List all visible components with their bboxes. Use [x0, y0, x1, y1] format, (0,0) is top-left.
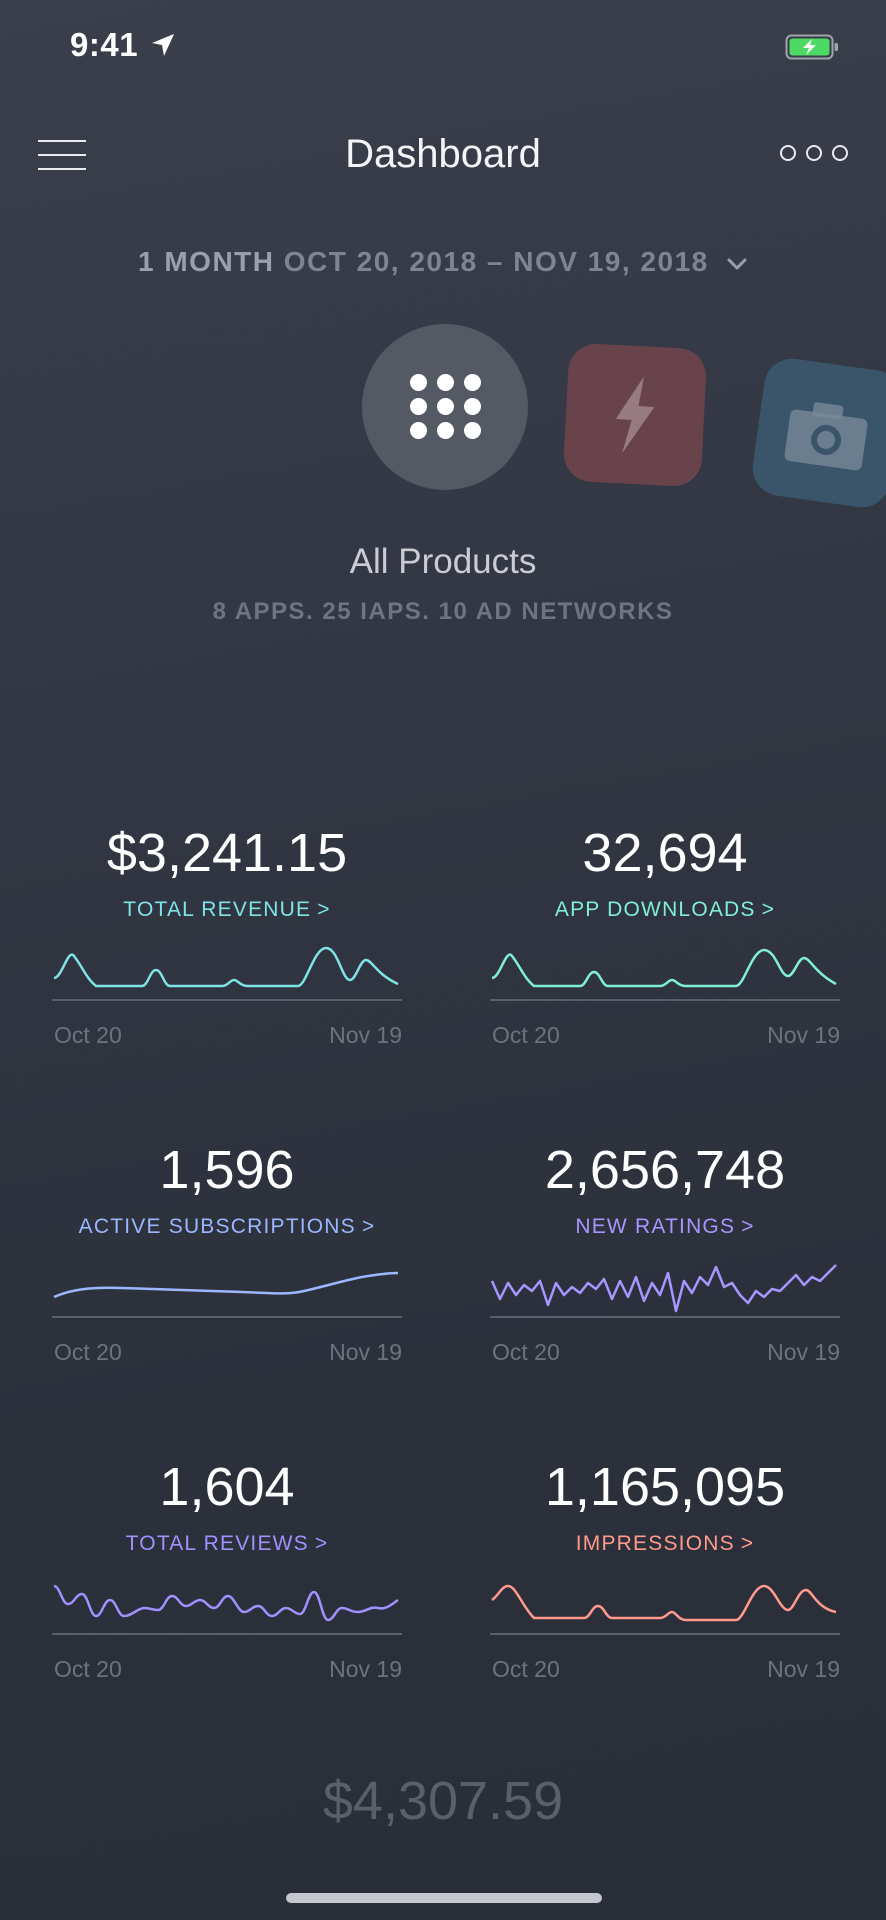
next-metric-value: $4,307.59 — [322, 1771, 564, 1831]
sparkline-chart — [490, 1584, 840, 1635]
chevron-right-icon: > — [740, 1532, 755, 1555]
axis-end-label: Nov 19 — [767, 1339, 840, 1365]
metric-label-text: IMPRESSIONS — [575, 1532, 735, 1555]
metric-label-text: ACTIVE SUBSCRIPTIONS — [78, 1215, 356, 1238]
all-products-selector[interactable] — [362, 324, 528, 490]
metric-label-text: NEW RATINGS — [575, 1215, 736, 1238]
chevron-right-icon: > — [741, 1215, 755, 1238]
sparkline-chart — [52, 1271, 402, 1318]
chevron-right-icon: > — [361, 1215, 376, 1238]
metric-label-text: TOTAL REVIEWS — [125, 1532, 309, 1555]
product-subtitle: 8 APPS. 25 IAPS. 10 AD NETWORKS — [212, 598, 674, 625]
chevron-right-icon: > — [317, 898, 331, 921]
metric-label-text: APP DOWNLOADS — [554, 898, 756, 921]
more-options-icon — [780, 145, 796, 161]
hamburger-menu-icon — [38, 140, 86, 142]
axis-end-label: Nov 19 — [767, 1022, 840, 1048]
metric-value: 1,596 — [159, 1140, 295, 1200]
hamburger-menu-line — [38, 154, 86, 156]
metric-total-reviews[interactable]: 1,604 TOTAL REVIEWS > Oct 20 Nov 19 — [52, 1454, 402, 1682]
metric-value: $3,241.15 — [106, 823, 348, 883]
metric-new-ratings[interactable]: 2,656,748 NEW RATINGS > Oct 20 Nov 19 — [490, 1137, 840, 1365]
sparkline-chart — [52, 946, 402, 1001]
metric-label[interactable]: APP DOWNLOADS > — [490, 898, 840, 922]
axis-end-label: Nov 19 — [767, 1656, 840, 1682]
metric-impressions[interactable]: 1,165,095 IMPRESSIONS > Oct 20 Nov 19 — [490, 1454, 840, 1682]
axis-end-label: Nov 19 — [329, 1022, 402, 1048]
metric-label[interactable]: IMPRESSIONS > — [490, 1532, 840, 1556]
sparkline-chart — [52, 1584, 402, 1635]
more-options-dot — [832, 145, 848, 161]
axis-start-label: Oct 20 — [492, 1339, 560, 1365]
camera-icon — [784, 402, 868, 471]
page-title: Dashboard — [345, 132, 541, 176]
menu-button[interactable] — [38, 138, 86, 172]
axis-end-label: Nov 19 — [329, 1656, 402, 1682]
axis-start-label: Oct 20 — [54, 1339, 122, 1365]
status-time: 9:41 — [70, 26, 139, 63]
home-indicator[interactable] — [286, 1893, 602, 1903]
grid-dots-icon — [410, 374, 482, 440]
date-range-period: 1 MONTH — [137, 246, 275, 277]
metric-label[interactable]: TOTAL REVENUE > — [52, 898, 402, 922]
metric-value: 32,694 — [582, 823, 748, 883]
chevron-down-icon — [727, 258, 747, 270]
axis-start-label: Oct 20 — [492, 1022, 560, 1048]
metric-label[interactable]: TOTAL REVIEWS > — [52, 1532, 402, 1556]
sparkline-chart — [490, 1264, 840, 1318]
product-title: All Products — [349, 542, 537, 581]
metric-active-subscriptions[interactable]: 1,596 ACTIVE SUBSCRIPTIONS > Oct 20 Nov 1… — [52, 1137, 402, 1365]
sparkline-chart — [490, 948, 840, 1001]
axis-start-label: Oct 20 — [54, 1656, 122, 1682]
axis-end-label: Nov 19 — [329, 1339, 402, 1365]
metric-label[interactable]: NEW RATINGS > — [490, 1215, 840, 1239]
axis-start-label: Oct 20 — [54, 1022, 122, 1048]
metric-value: 1,165,095 — [544, 1457, 786, 1517]
camera-app-icon[interactable] — [749, 355, 886, 511]
more-options-dot — [806, 145, 822, 161]
lightning-icon — [615, 376, 655, 454]
metric-label[interactable]: ACTIVE SUBSCRIPTIONS > — [52, 1215, 402, 1239]
more-options-button[interactable] — [780, 143, 850, 167]
axis-start-label: Oct 20 — [492, 1656, 560, 1682]
date-range-selector[interactable]: 1 MONTH OCT 20, 2018 – NOV 19, 2018 — [0, 246, 886, 278]
date-range-dates: OCT 20, 2018 – NOV 19, 2018 — [283, 246, 709, 277]
metric-value: 1,604 — [159, 1457, 295, 1517]
location-arrow-icon — [152, 34, 174, 56]
chevron-right-icon: > — [314, 1532, 329, 1555]
hamburger-menu-line — [38, 168, 86, 170]
battery-charging-icon — [785, 34, 838, 60]
metric-label-text: TOTAL REVENUE — [123, 898, 312, 921]
metric-value: 2,656,748 — [544, 1140, 786, 1200]
metric-app-downloads[interactable]: 32,694 APP DOWNLOADS > Oct 20 Nov 19 — [490, 820, 840, 1048]
chevron-right-icon: > — [761, 898, 776, 921]
lightning-app-icon[interactable] — [562, 342, 708, 488]
metric-total-revenue[interactable]: $3,241.15 TOTAL REVENUE > Oct 20 Nov 19 — [52, 820, 402, 1048]
